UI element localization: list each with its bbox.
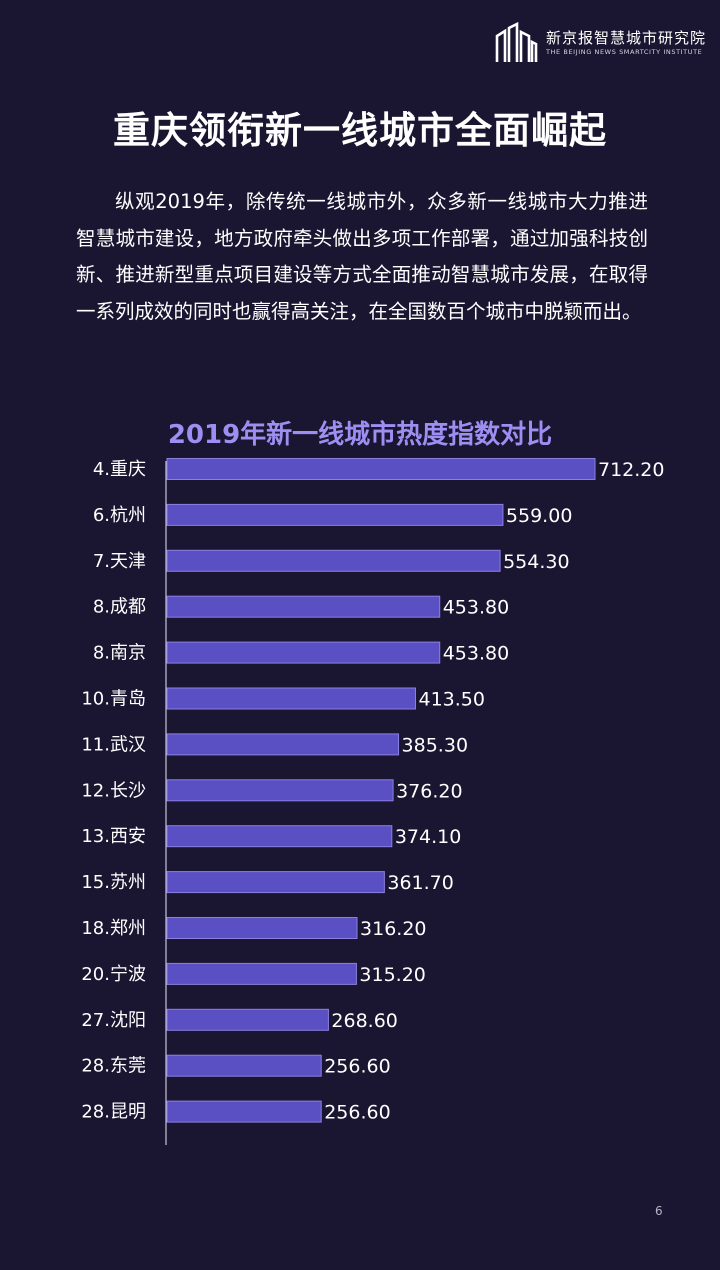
- data-label: 554.30: [503, 551, 569, 573]
- bar: [166, 825, 393, 848]
- bar: [166, 503, 504, 526]
- data-label: 559.00: [506, 505, 572, 527]
- category-label: 13.西安: [81, 826, 146, 847]
- data-label: 376.20: [396, 780, 462, 802]
- category-label: 8.成都: [93, 597, 146, 618]
- bar: [166, 871, 385, 894]
- data-label: 256.60: [324, 1102, 390, 1124]
- data-label: 712.20: [598, 459, 664, 481]
- bar: [166, 549, 501, 572]
- category-label: 10.青岛: [81, 689, 146, 710]
- page-number: 6: [655, 1204, 663, 1218]
- category-label: 6.杭州: [93, 505, 146, 526]
- bar: [166, 1100, 322, 1123]
- category-label: 20.宁波: [81, 964, 146, 985]
- data-label: 413.50: [418, 689, 484, 711]
- bar: [166, 595, 441, 618]
- data-label: 361.70: [387, 872, 453, 894]
- bar: [166, 962, 357, 985]
- data-label: 385.30: [402, 734, 468, 756]
- category-label: 4.重庆: [93, 459, 146, 480]
- intro-paragraph: 纵观2019年，除传统一线城市外，众多新一线城市大力推进智慧城市建设，地方政府牵…: [76, 190, 648, 323]
- data-label: 268.60: [331, 1010, 397, 1032]
- data-label: 316.20: [360, 918, 426, 940]
- institute-logo: 新京报智慧城市研究院 THE BEIJING NEWS SMARTCITY IN…: [494, 22, 706, 64]
- logo-english-name: THE BEIJING NEWS SMARTCITY INSTITUTE: [545, 48, 703, 56]
- data-label: 453.80: [443, 597, 509, 619]
- bar: [166, 687, 416, 710]
- city-heat-index-bar-chart: 4.重庆 712.20 6.杭州 559.00 7.天津 554.30 8.成都 453.80…: [81, 458, 664, 1145]
- category-label: 7.天津: [93, 551, 146, 572]
- bar: [166, 458, 596, 480]
- bar: [166, 733, 400, 756]
- bar: [166, 641, 441, 664]
- bar: [166, 1054, 322, 1077]
- city-skyline-logo-icon: [495, 22, 538, 62]
- category-label: 18.郑州: [81, 918, 146, 939]
- category-label: 28.东莞: [81, 1056, 146, 1077]
- bar: [166, 779, 394, 802]
- bar: [166, 917, 358, 939]
- category-label: 27.沈阳: [81, 1010, 146, 1031]
- category-label: 8.南京: [93, 643, 146, 664]
- category-label: 15.苏州: [81, 872, 146, 893]
- bar: [166, 1008, 329, 1031]
- category-label: 12.长沙: [81, 780, 146, 801]
- data-label: 453.80: [443, 643, 509, 665]
- logo-chinese-name: 新京报智慧城市研究院: [545, 29, 706, 47]
- data-label: 315.20: [359, 964, 425, 986]
- page-title: 重庆领衔新一线城市全面崛起: [113, 109, 607, 152]
- category-label: 11.武汉: [81, 734, 146, 755]
- data-label: 256.60: [324, 1056, 390, 1078]
- data-label: 374.10: [395, 826, 461, 848]
- chart-title: 2019年新一线城市热度指数对比: [167, 420, 553, 450]
- category-label: 28.昆明: [81, 1102, 146, 1123]
